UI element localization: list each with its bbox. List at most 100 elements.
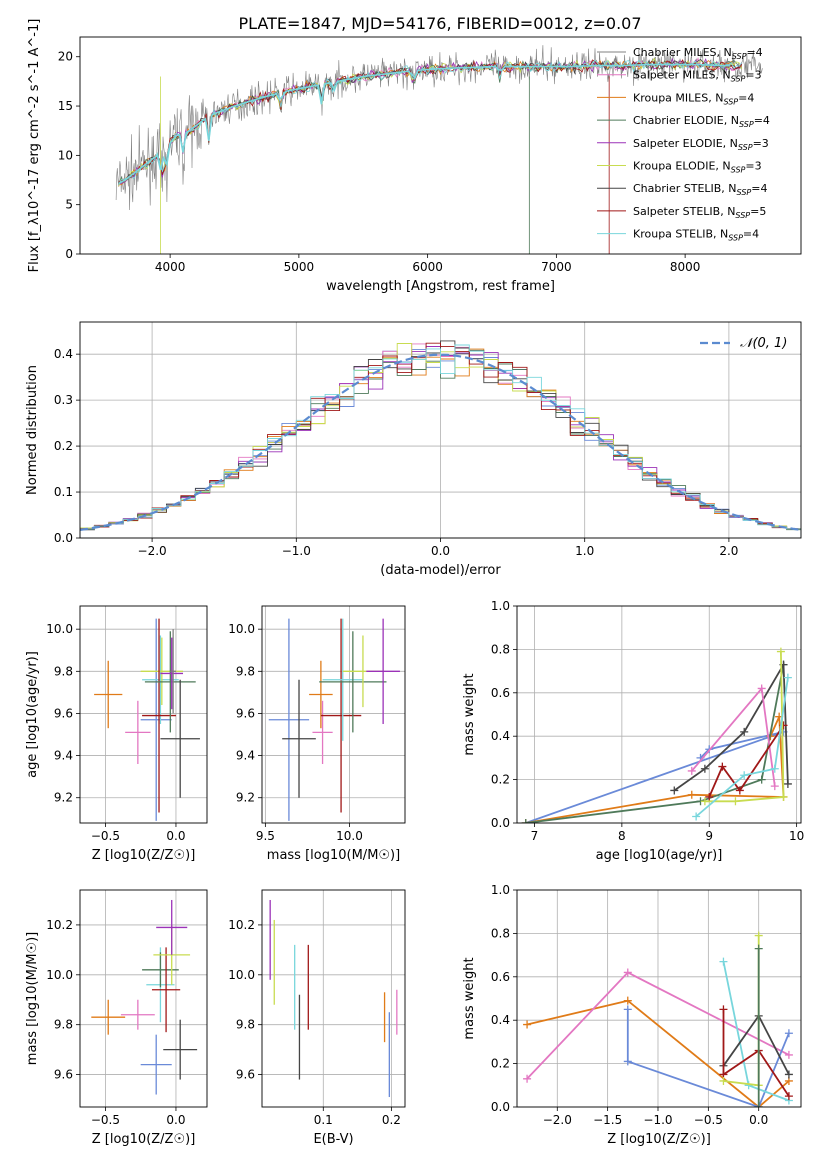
- error-bar: [144, 631, 196, 733]
- y-tick-label: 1.0: [491, 883, 510, 897]
- residuals-chart: −2.0 −1.0 0.0 1.0 2.0 0.0 0.1 0.2 0.3 0.4 (data-mo…: [25, 321, 802, 578]
- y-tick-label: 9.8: [236, 664, 255, 678]
- legend-label: Kroupa MILES, NSSP=4: [633, 91, 754, 106]
- weight-point: [770, 782, 779, 791]
- weight_vs_age-x-axis-label: age [log10(age/yr)]: [596, 848, 723, 863]
- x-tick-label: −0.5: [91, 829, 120, 843]
- weight-point: [754, 944, 763, 953]
- error-bar: [142, 952, 179, 988]
- weight-point: [692, 812, 701, 821]
- error-bar: [151, 947, 181, 1033]
- x-tick-label: 0.2: [382, 1113, 401, 1127]
- y-tick-label: 0.2: [491, 773, 510, 787]
- weight-series-line: [695, 677, 789, 818]
- axes-frame: [79, 36, 802, 255]
- weight-series-line: [525, 731, 784, 823]
- error-bar: [94, 660, 123, 729]
- y-tick-label: 9.6: [236, 706, 255, 720]
- x-tick-label: −1.0: [282, 544, 311, 558]
- x-tick-label: 9.5: [256, 829, 275, 843]
- error-bar: [366, 618, 400, 724]
- y-tick-label: 0.4: [491, 729, 510, 743]
- weight-series-line: [525, 664, 785, 823]
- error-bar: [268, 618, 310, 821]
- mass_vs_EBV-plot-area: [269, 899, 398, 1098]
- weight-point: [731, 797, 740, 806]
- age_vs_Z-y-axis-label: age [log10(age/yr)]: [25, 651, 40, 778]
- error-bar: [160, 637, 184, 710]
- weight-point: [776, 647, 785, 656]
- weight-series-line: [722, 1009, 790, 1097]
- weight-point: [770, 764, 779, 773]
- y-tick-label: 10.2: [228, 918, 255, 932]
- age_vs_Z-plot-area: [94, 618, 200, 821]
- y-tick-label: 10.0: [228, 968, 255, 982]
- error-bar: [309, 660, 333, 729]
- residuals-y-axis-label: Normed distribution: [25, 365, 40, 495]
- x-tick-label: 6000: [412, 260, 443, 274]
- x-tick-label: −0.5: [694, 1113, 723, 1127]
- mass_vs_EBV-x-axis-label: E(B-V): [313, 1132, 353, 1147]
- y-tick-label: 9.2: [54, 791, 73, 805]
- residuals-x-axis-label: (data-model)/error: [380, 563, 501, 578]
- y-tick-label: 9.2: [236, 791, 255, 805]
- x-tick-label: 8: [618, 829, 626, 843]
- axes-frame: [261, 889, 406, 1108]
- residuals-plot-area: [80, 340, 801, 538]
- x-tick-label: 5000: [284, 260, 315, 274]
- y-tick-label: 0.1: [54, 485, 73, 499]
- x-tick-label: 10.0: [336, 829, 363, 843]
- mass_vs_Z-plot-area: [91, 899, 198, 1095]
- weight-point: [523, 1074, 532, 1083]
- weight-series-line: [626, 1009, 790, 1107]
- legend-label: Kroupa STELIB, NSSP=4: [633, 228, 759, 243]
- legend-label: Chabrier ELODIE, NSSP=4: [633, 114, 770, 129]
- axes-frame: [79, 321, 802, 539]
- weight-point: [719, 1076, 728, 1085]
- axes-frame: [516, 605, 802, 824]
- x-tick-label: 4000: [155, 260, 186, 274]
- weight_vs_age-grid: [517, 605, 801, 824]
- error-bar: [156, 899, 188, 955]
- y-tick-label: 9.6: [236, 1068, 255, 1082]
- legend-label: 𝒩(0, 1): [740, 336, 787, 351]
- error-bar: [312, 700, 333, 765]
- weight-point: [705, 792, 714, 801]
- weight_vs_Z-x-axis-label: Z [log10(Z/Z☉)]: [607, 1132, 711, 1147]
- weight-point: [521, 819, 530, 823]
- x-tick-label: 0.0: [431, 544, 450, 558]
- y-tick-label: 0.4: [491, 1013, 510, 1027]
- legend-label: Salpeter STELIB, NSSP=5: [633, 205, 766, 220]
- error-bar: [140, 618, 172, 821]
- error-bar: [319, 631, 387, 733]
- error-bar: [140, 1034, 172, 1095]
- y-tick-label: 9.4: [54, 749, 73, 763]
- x-tick-label: −0.5: [91, 1113, 120, 1127]
- x-tick-label: 7000: [541, 260, 572, 274]
- mass_vs_Z-chart: −0.5 0.0 9.6 9.8 10.0 10.2 Z [log10(Z/Z☉)] mass…: [25, 889, 208, 1147]
- error-bar: [170, 629, 176, 714]
- x-tick-label: 0.1: [314, 1113, 333, 1127]
- weight_vs_Z-chart: −2.0 −1.5 −1.0 −0.5 0.0 0.0 0.2 0.4 0.6 0.8 1.0 Z […: [462, 883, 802, 1147]
- error-bar: [320, 618, 362, 813]
- x-tick-label: −2.0: [543, 1113, 572, 1127]
- spectrum-legend: Chabrier MILES, NSSP=4 Salpeter MILES, NS…: [597, 46, 770, 243]
- y-tick-label: 10.0: [46, 622, 73, 636]
- weight-point: [784, 1029, 793, 1038]
- weight-point: [754, 931, 763, 940]
- y-tick-label: 1.0: [491, 599, 510, 613]
- normal-curve: [80, 353, 801, 531]
- figure-title: PLATE=1847, MJD=54176, FIBERID=0012, z=0…: [238, 14, 641, 33]
- mass_vs_EBV-chart: 0.1 0.2 9.6 9.8 10.0 10.2 E(B-V): [228, 889, 406, 1147]
- y-tick-label: 9.8: [54, 1018, 73, 1032]
- error-bar: [91, 999, 126, 1035]
- weight-point: [623, 1005, 632, 1014]
- x-tick-label: 2.0: [719, 544, 738, 558]
- spectrum-best-model-line: [118, 63, 731, 185]
- legend-label: Salpeter ELODIE, NSSP=3: [633, 137, 769, 152]
- weight-point: [754, 1103, 763, 1107]
- weight_vs_age-chart: 7 8 9 10 0.0 0.2 0.4 0.6 0.8 1.0 age [log10(age/yr…: [462, 599, 804, 863]
- x-tick-label: 9: [705, 829, 713, 843]
- y-tick-label: 5: [65, 198, 73, 212]
